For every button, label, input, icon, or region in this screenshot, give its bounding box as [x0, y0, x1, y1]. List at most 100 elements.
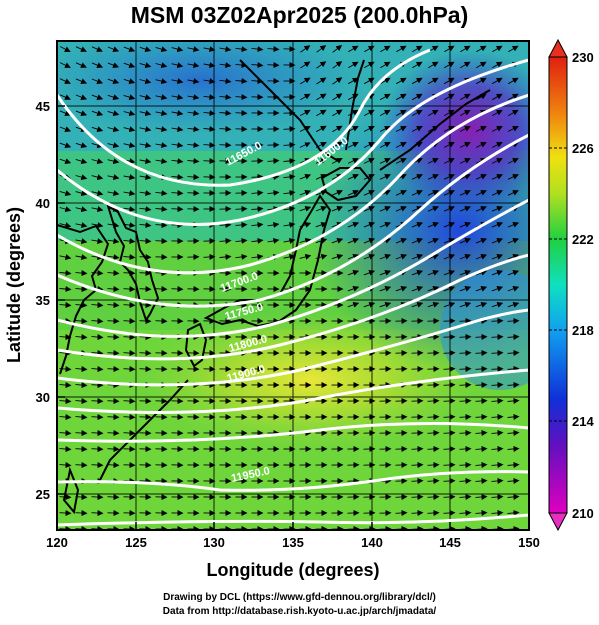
y-tick-label: 35	[36, 293, 50, 308]
wind-arrow	[412, 61, 423, 69]
wind-arrow	[332, 61, 343, 69]
wind-arrow	[427, 429, 440, 436]
wind-arrow	[283, 205, 296, 212]
wind-arrow	[75, 238, 88, 245]
wind-arrow	[379, 302, 392, 308]
x-tick-label: 120	[46, 535, 68, 550]
wind-arrow	[379, 270, 392, 276]
wind-arrow	[315, 142, 327, 148]
wind-arrow	[203, 62, 216, 69]
wind-arrow	[91, 190, 104, 197]
wind-arrow	[411, 445, 424, 452]
wind-arrow	[507, 109, 519, 116]
wind-arrow	[171, 142, 184, 149]
wind-arrow	[75, 494, 88, 501]
wind-arrow	[507, 445, 520, 452]
wind-arrow	[460, 45, 471, 53]
wind-arrow	[59, 430, 72, 437]
wind-arrow	[507, 493, 520, 500]
wind-arrow	[491, 109, 503, 116]
wind-arrow	[507, 349, 520, 356]
wind-arrow	[155, 190, 168, 197]
wind-arrow	[363, 77, 375, 85]
wind-arrow	[427, 413, 440, 420]
wind-arrow	[91, 222, 104, 229]
wind-arrow	[299, 126, 311, 132]
wind-arrow	[475, 77, 487, 85]
wind-arrow	[139, 190, 152, 197]
wind-arrow	[155, 94, 168, 101]
wind-arrow	[444, 61, 455, 69]
y-tick-label: 25	[36, 487, 50, 502]
wind-arrow	[379, 158, 391, 164]
wind-arrow	[219, 237, 232, 244]
wind-arrow	[427, 158, 439, 164]
wind-arrow	[459, 190, 471, 196]
wind-arrow	[155, 78, 168, 85]
wind-arrow	[475, 126, 487, 132]
wind-arrow	[491, 254, 504, 260]
wind-arrow	[459, 109, 471, 116]
wind-arrow	[459, 445, 472, 452]
wind-arrow	[75, 334, 88, 341]
wind-arrow	[348, 45, 359, 53]
wind-arrow	[460, 61, 471, 69]
wind-arrow	[379, 285, 392, 292]
wind-arrow	[363, 109, 375, 116]
wind-arrow	[91, 270, 104, 277]
wind-arrow	[75, 398, 88, 405]
wind-arrow	[139, 222, 152, 229]
y-tick-label: 45	[36, 99, 50, 114]
wind-arrow	[332, 93, 343, 101]
x-tick-label: 145	[439, 535, 461, 550]
wind-arrow	[75, 286, 88, 293]
wind-arrow	[299, 190, 312, 196]
wind-arrow	[507, 254, 520, 260]
wind-arrow	[59, 46, 71, 52]
wind-arrow	[316, 109, 327, 117]
colorbar-labels: 230 226 222 218 214 210	[572, 50, 594, 521]
wind-arrow	[187, 190, 200, 197]
wind-arrow	[443, 158, 455, 164]
wind-arrow	[411, 302, 424, 308]
wind-arrow	[491, 333, 504, 340]
wind-arrow	[507, 413, 520, 420]
wind-arrow	[155, 270, 168, 277]
wind-arrow	[459, 333, 472, 340]
wind-arrow	[476, 45, 487, 53]
wind-arrow	[395, 142, 407, 148]
wind-arrow	[379, 142, 391, 148]
wind-arrow	[203, 158, 216, 165]
wind-arrow	[59, 366, 72, 373]
wind-arrow	[475, 365, 488, 372]
wind-arrow	[75, 62, 87, 68]
wind-arrow	[331, 254, 344, 260]
wind-arrow	[59, 462, 72, 469]
coastline-taiwan	[62, 466, 80, 515]
wind-arrow	[123, 62, 136, 68]
wind-arrow	[251, 189, 264, 196]
wind-arrow	[332, 125, 343, 133]
wind-arrow	[444, 45, 455, 53]
wind-arrow	[75, 366, 88, 373]
wind-arrow	[347, 238, 360, 244]
contour-line	[57, 93, 529, 275]
wind-arrow	[251, 173, 264, 180]
wind-arrow	[491, 429, 504, 436]
wind-arrow	[427, 174, 439, 180]
wind-arrow	[107, 174, 120, 181]
wind-arrow	[235, 205, 248, 212]
wind-arrow	[123, 318, 136, 325]
wind-arrow	[459, 285, 472, 292]
wind-arrow	[75, 174, 88, 181]
wind-arrow	[491, 445, 504, 452]
wind-arrow	[491, 190, 503, 196]
wind-arrow	[395, 190, 407, 196]
wind-arrow	[395, 493, 408, 500]
wind-arrow	[107, 270, 120, 277]
wind-arrow	[428, 61, 439, 69]
wind-arrow	[507, 158, 519, 164]
wind-arrow	[508, 45, 519, 53]
wind-arrow	[267, 62, 280, 69]
